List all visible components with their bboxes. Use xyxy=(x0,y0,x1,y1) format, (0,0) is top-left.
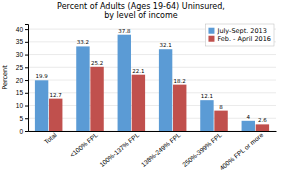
y-tick-mark xyxy=(25,106,28,107)
grid-line xyxy=(28,118,276,119)
y-tick: 40 xyxy=(16,26,28,33)
data-label: 22.1 xyxy=(132,68,144,74)
bar xyxy=(256,124,269,131)
y-tick: 25 xyxy=(16,64,28,71)
bar xyxy=(214,111,227,131)
legend-swatch xyxy=(208,28,214,34)
data-label: 18.2 xyxy=(174,78,186,84)
y-tick: 20 xyxy=(16,77,28,84)
x-tick-label: Total xyxy=(43,131,58,146)
data-label: 2.6 xyxy=(258,117,267,123)
x-tick: 400% FPL or more xyxy=(218,131,264,172)
y-tick-label: 30 xyxy=(16,51,24,58)
y-tick-mark xyxy=(25,93,28,94)
data-label: 19.9 xyxy=(35,73,48,79)
bar xyxy=(132,75,145,131)
data-label: 33.2 xyxy=(77,39,89,45)
x-tick-label: 400% FPL or more xyxy=(218,131,264,172)
bar xyxy=(35,80,48,131)
x-tick: <100% FPL xyxy=(68,131,99,159)
data-label: 12.1 xyxy=(201,93,213,99)
data-label: 25.2 xyxy=(91,60,103,66)
bar xyxy=(118,35,131,131)
bar xyxy=(90,67,103,131)
y-tick-mark xyxy=(25,67,28,68)
data-label: 4 xyxy=(247,114,251,120)
chart: 0 5 10 15 20 25 30 35 40 Total <100% FPL100%-137% … xyxy=(0,0,282,179)
y-tick-mark xyxy=(25,42,28,43)
legend: July-Sept. 2013Feb. - April 2016 xyxy=(205,24,274,46)
x-tick: 250%-399% FPL xyxy=(181,131,223,168)
y-tick-mark xyxy=(25,29,28,30)
y-tick-label: 25 xyxy=(16,64,24,71)
y-tick-label: 40 xyxy=(16,26,24,33)
y-tick-label: 15 xyxy=(16,89,24,96)
legend-label: July-Sept. 2013 xyxy=(216,27,266,35)
grid-line xyxy=(28,54,276,55)
title: Percent of Adults (Ages 19-64) Uninsured… xyxy=(57,2,225,20)
y-axis-title: Percent xyxy=(1,65,9,90)
y-tick-label: 0 xyxy=(19,128,23,135)
y-tick: 0 xyxy=(19,128,28,135)
bar xyxy=(173,85,186,131)
y-tick-mark xyxy=(25,118,28,119)
plot: 0 5 10 15 20 25 30 35 40 Total <100% FPL100%-137% … xyxy=(16,24,277,171)
y-tick-label: 5 xyxy=(19,115,23,122)
y-tick: 35 xyxy=(16,38,28,45)
grid-line xyxy=(28,105,276,106)
y-tick-label: 20 xyxy=(16,77,24,84)
grid-line xyxy=(28,67,276,68)
y-tick-label: 10 xyxy=(16,102,24,109)
series xyxy=(49,67,269,131)
legend-frame xyxy=(205,24,274,46)
x-tick-label: <100% FPL xyxy=(68,131,99,159)
x-tick-label: 100%-137% FPL xyxy=(98,131,140,168)
legend-swatch xyxy=(208,36,214,42)
data-label: 8 xyxy=(219,104,223,110)
x-tick: 138%-249% FPL xyxy=(140,131,182,168)
y-tick: 10 xyxy=(16,102,28,109)
legend-label: Feb. - April 2016 xyxy=(217,35,271,43)
y-tick-label: 35 xyxy=(16,38,24,45)
bars xyxy=(35,35,269,131)
bar xyxy=(159,49,172,131)
data-label: 37.8 xyxy=(118,28,131,34)
x-tick-label: 250%-399% FPL xyxy=(181,131,223,168)
x-tick: 100%-137% FPL xyxy=(98,131,140,168)
bar xyxy=(76,46,89,131)
series xyxy=(35,35,255,131)
bar xyxy=(49,99,62,131)
y-tick-mark xyxy=(25,131,28,132)
y-tick-mark xyxy=(25,55,28,56)
grid-line xyxy=(28,80,276,81)
y-axis: 0 5 10 15 20 25 30 35 40 xyxy=(16,25,29,135)
x-tick: Total xyxy=(43,131,58,146)
grid-line xyxy=(28,131,276,132)
x-axis: Total <100% FPL100%-137% FPL138%-249% FPL… xyxy=(29,131,277,172)
x-axis-line xyxy=(29,131,277,132)
x-tick-label: 138%-249% FPL xyxy=(140,131,182,168)
data-label: 12.7 xyxy=(50,92,63,98)
y-tick: 5 xyxy=(19,115,28,122)
y-axis-line xyxy=(25,25,29,132)
bar xyxy=(242,121,255,131)
grid-line xyxy=(28,92,276,93)
bar xyxy=(200,100,213,131)
y-tick-mark xyxy=(25,80,28,81)
y-tick: 30 xyxy=(16,51,28,58)
data-label: 32.1 xyxy=(159,42,171,48)
y-tick: 15 xyxy=(16,89,28,96)
